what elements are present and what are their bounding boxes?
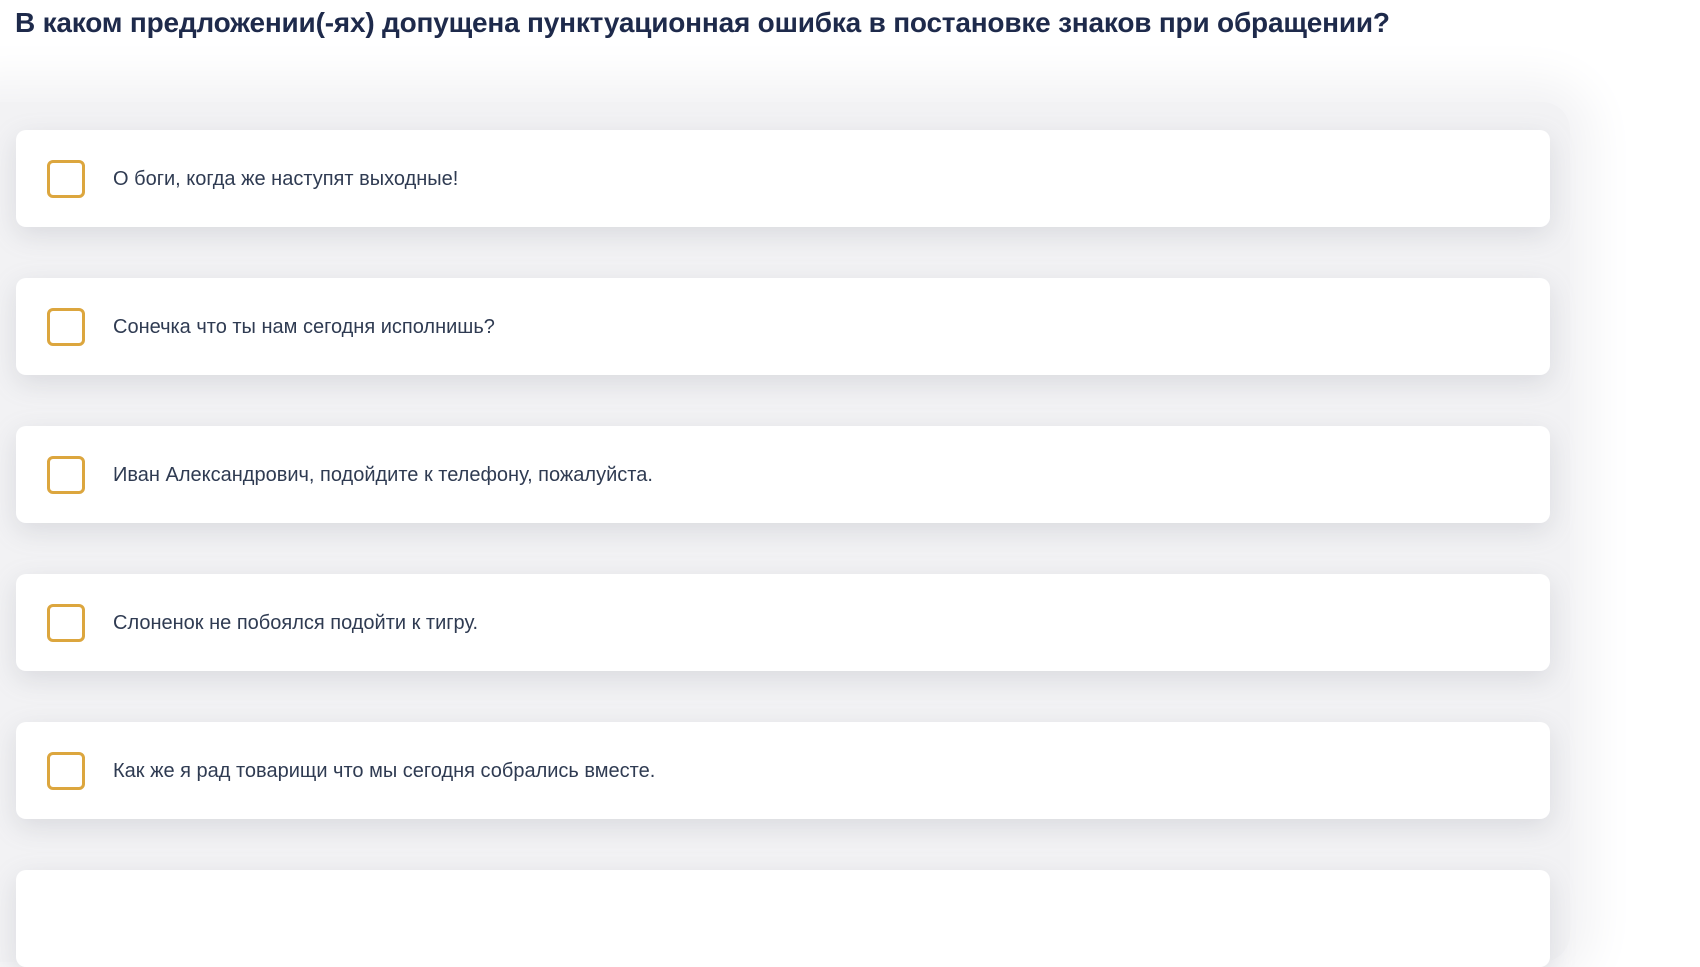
answer-option-3[interactable]: Иван Александрович, подойдите к телефону… xyxy=(16,426,1550,523)
answer-checkbox-5[interactable] xyxy=(47,751,85,790)
answer-checkbox-4[interactable] xyxy=(47,603,85,642)
answer-option-label: Как же я рад товарищи что мы сегодня соб… xyxy=(113,759,656,782)
answer-checkbox-1[interactable] xyxy=(47,159,85,198)
content-panel xyxy=(0,102,1570,962)
answer-checkbox-2[interactable] xyxy=(47,307,85,346)
answer-checkbox-3[interactable] xyxy=(47,455,85,494)
answer-option-2[interactable]: Сонечка что ты нам сегодня исполнишь? xyxy=(16,278,1550,375)
partially-visible-next-card xyxy=(16,870,1550,967)
question-title: В каком предложении(-ях) допущена пункту… xyxy=(15,7,1390,38)
answer-option-1[interactable]: О боги, когда же наступят выходные! xyxy=(16,130,1550,227)
answer-option-label: Слоненок не побоялся подойти к тигру. xyxy=(113,611,478,634)
answer-option-4[interactable]: Слоненок не побоялся подойти к тигру. xyxy=(16,574,1550,671)
answer-option-label: О боги, когда же наступят выходные! xyxy=(113,167,459,190)
answer-option-label: Сонечка что ты нам сегодня исполнишь? xyxy=(113,315,495,338)
answer-option-label: Иван Александрович, подойдите к телефону… xyxy=(113,463,653,486)
answer-option-5[interactable]: Как же я рад товарищи что мы сегодня соб… xyxy=(16,722,1550,819)
